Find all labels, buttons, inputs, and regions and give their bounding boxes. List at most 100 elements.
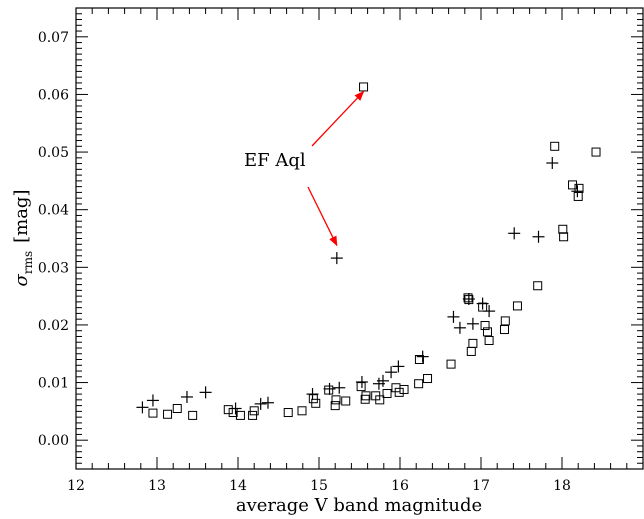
square-point — [533, 281, 543, 291]
x-tick-label: 18 — [553, 478, 571, 494]
y-tick-label: 0.07 — [38, 30, 69, 46]
square-point — [463, 293, 473, 303]
plus-point — [306, 388, 319, 401]
x-tick-labels: 12 13 14 15 16 17 18 — [67, 478, 571, 494]
y-axis-title: σrms [mag] — [11, 190, 35, 287]
square-point — [512, 301, 522, 311]
square-point — [568, 180, 578, 190]
x-tick-label: 15 — [310, 478, 328, 494]
y-tick-label: 0.03 — [38, 260, 69, 276]
square-point — [361, 391, 371, 401]
plus-point — [199, 386, 212, 399]
plus-point — [355, 375, 368, 388]
square-point — [468, 338, 478, 348]
square-point — [414, 355, 424, 365]
square-point — [574, 183, 584, 193]
plot-frame — [75, 7, 644, 470]
x-tick-label: 13 — [148, 478, 166, 494]
plus-point — [546, 157, 559, 170]
x-tick-label: 12 — [67, 478, 85, 494]
plus-point — [453, 321, 466, 334]
x-axis-title: average V band magnitude — [236, 495, 482, 516]
square-point — [331, 395, 341, 405]
y-tick-label: 0.00 — [38, 433, 69, 449]
y-tick-labels: 0.00 0.01 0.02 0.03 0.04 0.05 0.06 0.07 — [38, 30, 69, 449]
plus-point — [229, 402, 242, 415]
y-tick-label: 0.06 — [38, 87, 69, 103]
square-point — [484, 335, 494, 345]
plus-point — [466, 317, 479, 330]
y-axis-subscript: rms — [21, 251, 35, 274]
annotation-arrows — [307, 90, 365, 247]
square-point — [573, 191, 583, 201]
plus-point — [333, 381, 346, 394]
plus-point — [254, 397, 267, 410]
plus-point — [180, 390, 193, 403]
square-point — [249, 406, 259, 416]
square-point — [414, 379, 424, 389]
plus-point — [330, 252, 343, 265]
square-point — [359, 82, 369, 92]
plus-point — [323, 382, 336, 395]
plus-point — [483, 305, 496, 318]
plus-point — [392, 360, 405, 373]
plus-point — [571, 185, 584, 198]
square-point — [482, 327, 492, 337]
square-point — [330, 401, 340, 411]
square-point — [394, 387, 404, 397]
y-tick-label: 0.02 — [38, 318, 69, 334]
y-tick-label: 0.05 — [38, 145, 69, 161]
plus-point — [376, 374, 389, 387]
axis-ticks — [75, 7, 644, 470]
y-tick-label: 0.04 — [38, 203, 69, 219]
x-tick-label: 14 — [229, 478, 247, 494]
annotation-arrow — [307, 186, 338, 247]
y-axis-unit: [mag] — [11, 190, 32, 243]
square-point — [500, 316, 510, 326]
square-point — [163, 409, 173, 419]
square-point — [235, 410, 245, 420]
plus-point — [532, 230, 545, 243]
square-point — [382, 389, 392, 399]
square-point — [223, 405, 233, 415]
square-point — [375, 395, 385, 405]
plus-point — [447, 310, 460, 323]
square-point — [391, 383, 401, 393]
square-point — [558, 224, 568, 234]
square-point — [248, 410, 258, 420]
y-tick-label: 0.01 — [38, 376, 69, 392]
square-point — [360, 394, 370, 404]
square-point — [591, 147, 601, 157]
square-point — [499, 325, 509, 335]
plus-point — [416, 350, 429, 363]
plus-point — [462, 293, 475, 306]
plus-point — [508, 227, 521, 240]
square-point — [559, 232, 569, 242]
annotation-arrow — [311, 90, 365, 147]
plus-point — [385, 366, 398, 379]
square-point — [308, 394, 318, 404]
square-point — [550, 141, 560, 151]
square-point — [311, 398, 321, 408]
y-axis-symbol: σ — [11, 273, 32, 286]
x-tick-label: 16 — [391, 478, 409, 494]
square-point — [356, 382, 366, 392]
square-point — [297, 406, 307, 416]
plus-point — [476, 297, 489, 310]
plus-point — [146, 394, 159, 407]
data-points — [136, 82, 601, 420]
square-point — [148, 408, 158, 418]
plus-point — [261, 396, 274, 409]
square-point — [399, 384, 409, 394]
square-point — [480, 321, 490, 331]
plus-point — [136, 401, 149, 414]
square-point — [188, 410, 198, 420]
square-point — [341, 396, 351, 406]
square-point — [423, 374, 433, 384]
square-point — [446, 359, 456, 369]
x-tick-label: 17 — [472, 478, 490, 494]
square-point — [283, 408, 293, 418]
square-point — [466, 346, 476, 356]
square-point — [172, 403, 182, 413]
